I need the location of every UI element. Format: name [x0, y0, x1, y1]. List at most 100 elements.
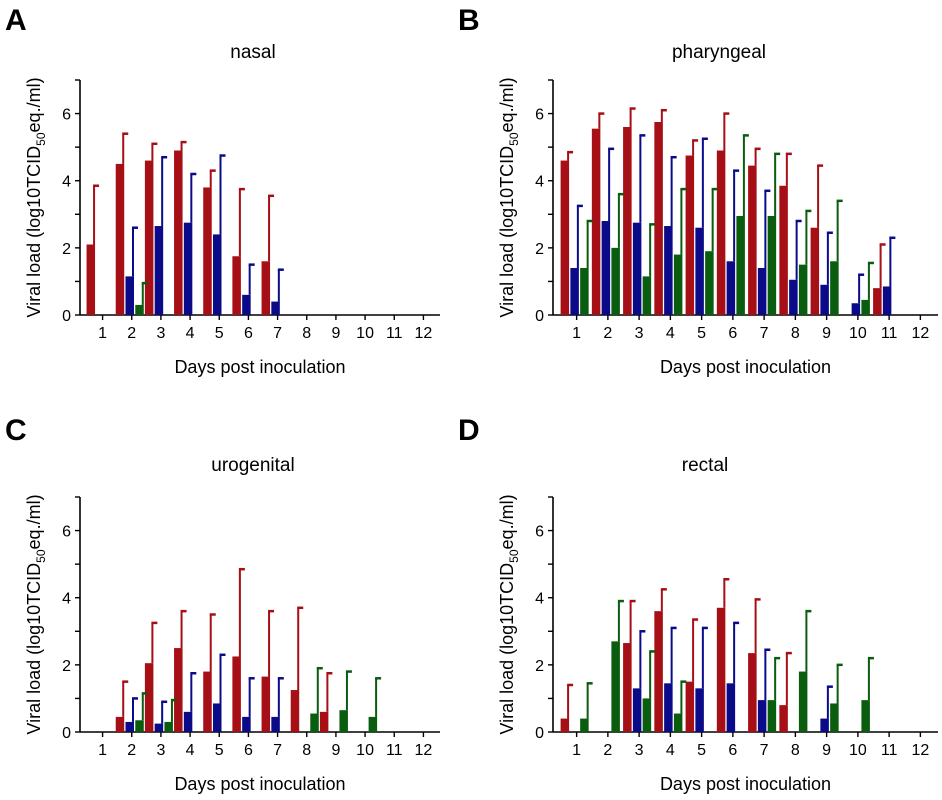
bar — [726, 683, 736, 732]
bar — [748, 653, 757, 732]
x-tick-label: 9 — [822, 742, 831, 759]
bar — [232, 656, 241, 732]
x-axis-label: Days post inoculation — [660, 774, 831, 794]
bar — [560, 718, 570, 732]
x-tick-label: 2 — [127, 325, 136, 342]
y-tick-label: 2 — [535, 658, 544, 675]
bar — [125, 276, 134, 315]
x-tick-label: 4 — [186, 742, 195, 759]
y-tick-label: 6 — [62, 524, 71, 541]
y-tick-label: 6 — [535, 107, 544, 124]
panel-title: nasal — [230, 42, 275, 63]
bar — [115, 163, 125, 315]
y-tick-label: 2 — [535, 241, 544, 258]
bar — [779, 185, 788, 315]
bar — [368, 716, 378, 732]
x-tick-label: 9 — [822, 325, 831, 342]
bar — [654, 121, 663, 315]
panel-title: rectal — [682, 455, 728, 476]
bar — [767, 700, 777, 732]
bar — [882, 286, 892, 315]
x-axis-label: Days post inoculation — [174, 357, 345, 377]
panel-letter: C — [5, 414, 27, 447]
y-axis-label: Viral load (log10TCID50eq./ml) — [497, 494, 521, 734]
bar — [611, 641, 620, 732]
x-tick-label: 5 — [215, 742, 224, 759]
x-tick-label: 11 — [386, 742, 403, 759]
bar — [873, 288, 882, 315]
x-tick-label: 3 — [635, 742, 644, 759]
bar — [560, 160, 570, 315]
x-tick-label: 6 — [244, 325, 253, 342]
x-tick-label: 12 — [415, 742, 433, 759]
x-tick-label: 1 — [98, 742, 107, 759]
bar — [601, 221, 611, 315]
bar — [125, 721, 134, 732]
bar — [591, 128, 601, 315]
y-axis-label-subscript: 50 — [34, 549, 48, 563]
bar — [213, 234, 222, 315]
bar — [339, 710, 348, 732]
x-tick-label: 12 — [911, 742, 929, 759]
bar — [213, 703, 222, 732]
y-axis-label-end: eq./ml) — [497, 77, 517, 132]
y-axis-label: Viral load (log10TCID50eq./ml) — [24, 77, 48, 317]
y-tick-label: 6 — [535, 524, 544, 541]
bar — [261, 261, 271, 315]
bar — [164, 721, 173, 732]
panel-letter: D — [458, 414, 480, 447]
bar — [861, 700, 870, 732]
x-tick-label: 10 — [356, 742, 374, 759]
bar — [632, 688, 642, 732]
x-tick-label: 2 — [127, 742, 136, 759]
bar — [789, 279, 798, 315]
y-tick-label: 4 — [535, 174, 544, 191]
bar — [135, 720, 144, 732]
x-tick-label: 3 — [156, 325, 165, 342]
y-tick-label: 6 — [62, 107, 71, 124]
x-tick-label: 8 — [791, 742, 800, 759]
bar — [798, 671, 808, 732]
bar — [757, 268, 767, 315]
bar — [695, 227, 704, 315]
x-tick-label: 4 — [666, 325, 675, 342]
bar — [174, 648, 183, 732]
bar — [261, 676, 271, 732]
x-tick-label: 7 — [273, 742, 282, 759]
bar — [664, 226, 673, 315]
bar — [830, 261, 839, 315]
bar — [154, 723, 164, 732]
bar — [290, 690, 300, 732]
bar — [611, 247, 620, 315]
y-axis-label-subscript: 50 — [507, 132, 521, 146]
bar — [154, 226, 164, 315]
bar — [144, 663, 154, 732]
x-tick-label: 9 — [331, 325, 340, 342]
y-axis-label: Viral load (log10TCID50eq./ml) — [497, 77, 521, 317]
y-tick-label: 2 — [62, 658, 71, 675]
bar — [242, 294, 251, 315]
x-tick-label: 10 — [849, 325, 867, 342]
y-tick-label: 0 — [62, 308, 71, 325]
bar — [86, 244, 96, 315]
x-tick-label: 3 — [156, 742, 165, 759]
x-tick-label: 2 — [603, 742, 612, 759]
bar — [654, 611, 663, 732]
bar — [642, 276, 652, 315]
x-axis-label: Days post inoculation — [660, 357, 831, 377]
x-tick-label: 10 — [849, 742, 867, 759]
x-tick-label: 8 — [302, 325, 311, 342]
y-axis-label-subscript: 50 — [507, 549, 521, 563]
x-tick-label: 1 — [98, 325, 107, 342]
bar — [851, 303, 861, 315]
bar — [174, 150, 183, 315]
bar — [144, 160, 154, 315]
x-tick-label: 5 — [697, 325, 706, 342]
y-tick-label: 4 — [62, 591, 71, 608]
bar — [203, 671, 212, 732]
x-tick-label: 4 — [186, 325, 195, 342]
y-tick-label: 0 — [535, 308, 544, 325]
x-tick-label: 5 — [215, 325, 224, 342]
